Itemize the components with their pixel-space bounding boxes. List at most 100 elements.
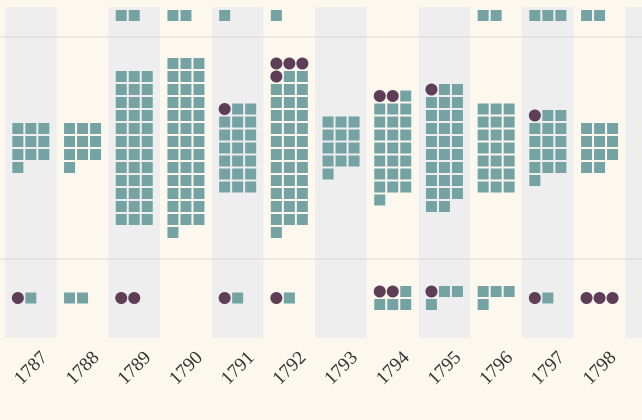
unit-circle: [580, 292, 593, 304]
unit-square: [490, 116, 502, 128]
unit-square: [180, 123, 192, 134]
unit-square: [296, 201, 308, 212]
unit-square: [283, 110, 295, 121]
column-stripe: [625, 7, 642, 338]
unit-square: [115, 136, 127, 147]
unit-square: [219, 155, 231, 167]
unit-square: [477, 142, 489, 154]
unit-square: [167, 149, 179, 160]
unit-square: [542, 136, 554, 147]
unit-square: [77, 149, 89, 160]
unit-square: [425, 201, 437, 212]
unit-square: [90, 123, 102, 134]
unit-circle: [128, 292, 141, 304]
unit-square: [296, 149, 308, 160]
unit-square: [555, 136, 567, 147]
unit-square: [374, 142, 386, 154]
unit-square: [115, 214, 127, 225]
unit-square: [167, 97, 179, 108]
unit-square: [296, 214, 308, 225]
unit-square: [387, 299, 399, 310]
unit-square: [503, 116, 515, 128]
unit-square: [90, 149, 102, 160]
unit-square: [25, 123, 37, 134]
unit-square: [180, 110, 192, 121]
unit-square: [180, 84, 192, 95]
unit-square: [193, 84, 205, 95]
unit-square: [270, 123, 282, 134]
unit-square: [141, 136, 153, 147]
unit-square: [296, 110, 308, 121]
unit-square: [64, 162, 76, 173]
unit-square: [348, 142, 360, 154]
unit-square: [193, 149, 205, 160]
unit-square: [296, 123, 308, 134]
unit-square: [283, 214, 295, 225]
unit-square: [477, 103, 489, 115]
unit-square: [270, 188, 282, 199]
unit-square: [542, 149, 554, 160]
unit-square: [477, 155, 489, 167]
unit-square: [193, 123, 205, 134]
unit-square: [322, 142, 334, 154]
unit-square: [283, 123, 295, 134]
unit-square: [425, 162, 437, 173]
unit-square: [296, 188, 308, 199]
unit-square: [232, 155, 244, 167]
unit-square: [607, 123, 619, 134]
unit-square: [167, 58, 179, 69]
unit-square: [296, 175, 308, 186]
unit-square: [12, 149, 24, 160]
unit-square: [115, 110, 127, 121]
unit-square: [451, 97, 463, 108]
unit-circle: [270, 57, 283, 70]
unit-square: [193, 71, 205, 82]
unit-square: [219, 10, 231, 21]
unit-square: [322, 155, 334, 167]
unit-square: [425, 188, 437, 199]
unit-square: [270, 162, 282, 173]
unit-square: [193, 97, 205, 108]
unit-square: [387, 155, 399, 167]
unit-square: [400, 142, 412, 154]
unit-square: [477, 116, 489, 128]
unit-square: [607, 149, 619, 160]
unit-square: [425, 175, 437, 186]
unit-square: [128, 123, 140, 134]
unit-square: [348, 129, 360, 141]
unit-square: [115, 175, 127, 186]
unit-square: [490, 103, 502, 115]
unit-square: [296, 71, 308, 82]
unit-square: [477, 286, 489, 297]
unit-square: [400, 129, 412, 141]
unit-square: [581, 162, 593, 173]
unit-square: [581, 149, 593, 160]
unit-square: [232, 168, 244, 180]
unit-square: [425, 123, 437, 134]
unit-square: [128, 162, 140, 173]
unit-square: [141, 149, 153, 160]
unit-square: [167, 136, 179, 147]
unit-square: [115, 149, 127, 160]
unit-square: [283, 292, 295, 304]
unit-square: [438, 110, 450, 121]
unit-square: [503, 129, 515, 141]
unit-square: [193, 110, 205, 121]
unit-square: [387, 129, 399, 141]
unit-square: [503, 103, 515, 115]
unit-square: [594, 136, 606, 147]
unit-square: [542, 110, 554, 121]
unit-square: [348, 155, 360, 167]
unit-square: [128, 97, 140, 108]
unit-square: [283, 175, 295, 186]
unit-square: [167, 201, 179, 212]
unit-square: [296, 136, 308, 147]
unit-square: [503, 155, 515, 167]
unit-square: [167, 84, 179, 95]
unit-circle: [218, 292, 231, 304]
unit-square: [529, 162, 541, 173]
unit-square: [167, 162, 179, 173]
unit-square: [77, 136, 89, 147]
unit-square: [180, 97, 192, 108]
unit-square: [438, 188, 450, 199]
